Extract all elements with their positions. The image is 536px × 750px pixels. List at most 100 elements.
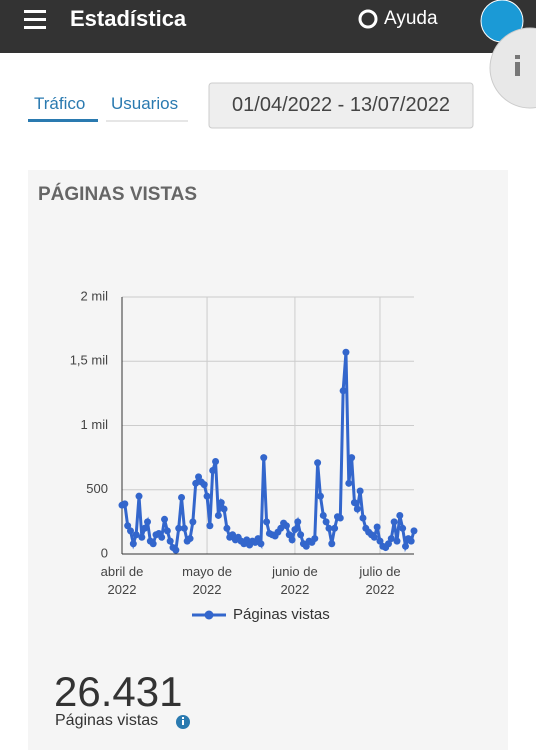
y-tick-label: 500 — [86, 481, 108, 496]
date-box[interactable] — [208, 82, 474, 129]
app-title: Estadística — [70, 6, 187, 31]
point — [291, 526, 299, 534]
point — [158, 533, 166, 541]
x-tick-label: julio de 2022 — [359, 564, 401, 597]
x-tick-label: mayo de 2022 — [182, 564, 232, 597]
point — [331, 524, 339, 532]
point — [132, 531, 140, 539]
point — [401, 542, 409, 550]
card-title: PÁGINAS VISTAS — [38, 184, 198, 205]
point — [223, 524, 231, 532]
point — [172, 546, 180, 554]
point — [410, 527, 418, 535]
point — [186, 535, 194, 543]
point — [127, 527, 135, 535]
point — [348, 454, 356, 462]
point — [178, 493, 186, 501]
app-bar — [0, 0, 536, 53]
point — [407, 537, 415, 545]
point — [163, 527, 171, 535]
point — [328, 540, 336, 548]
point — [277, 524, 285, 532]
point — [229, 531, 237, 539]
point — [200, 481, 208, 489]
point — [390, 518, 398, 526]
info-glyph-dot — [515, 55, 520, 59]
point — [212, 457, 220, 465]
point — [376, 537, 384, 545]
point — [203, 492, 211, 500]
point — [316, 492, 324, 500]
help-link[interactable]: Ayuda — [384, 8, 438, 29]
point — [217, 499, 225, 507]
y-tick-label: 1,5 mil — [70, 353, 108, 368]
point — [342, 348, 350, 356]
x-tick-label: abril de 2022 — [100, 564, 144, 597]
x-tick-label: junio de 2022 — [272, 564, 318, 597]
point — [144, 518, 152, 526]
point — [370, 533, 378, 541]
point — [353, 505, 361, 513]
info-glyph — [515, 62, 520, 76]
tab-traffic[interactable]: Tráfico — [34, 94, 86, 113]
point — [319, 511, 327, 519]
tab-underline — [106, 120, 188, 122]
summary-label: Páginas vistas — [55, 712, 159, 729]
point — [260, 454, 268, 462]
tab-underline-active — [28, 119, 98, 122]
point — [356, 487, 364, 495]
date-range[interactable]: 01/04/2022 - 13/07/2022 — [232, 94, 450, 116]
legend-label: Páginas vistas — [233, 606, 330, 623]
tab-users[interactable]: Usuarios — [111, 94, 179, 113]
help-icon[interactable] — [358, 9, 378, 29]
point — [263, 518, 271, 526]
point — [302, 542, 310, 550]
point — [141, 524, 149, 532]
point — [336, 514, 344, 522]
point — [149, 540, 157, 548]
point — [294, 518, 302, 526]
point — [285, 531, 293, 539]
point — [314, 459, 322, 467]
point — [399, 524, 407, 532]
y-tick-label: 1 mil — [81, 417, 109, 432]
point — [220, 505, 228, 513]
point — [121, 500, 129, 508]
point — [138, 533, 146, 541]
point — [297, 531, 305, 539]
y-tick-label: 0 — [101, 545, 108, 560]
point — [129, 540, 137, 548]
point — [124, 522, 132, 530]
point — [206, 522, 214, 530]
point — [161, 515, 169, 523]
summary-value: 26.431 — [54, 668, 183, 715]
info-tab[interactable] — [489, 27, 536, 109]
point — [373, 523, 381, 531]
point — [359, 514, 367, 522]
point — [192, 479, 200, 487]
point — [282, 522, 290, 530]
menu-icon[interactable] — [24, 10, 46, 29]
point — [209, 466, 217, 474]
point — [243, 536, 251, 544]
point — [322, 518, 330, 526]
point — [135, 492, 143, 500]
point — [254, 535, 262, 543]
point — [175, 524, 183, 532]
point — [339, 387, 347, 395]
y-tick-label: 2 mil — [81, 288, 109, 303]
point — [195, 473, 203, 481]
point — [311, 535, 319, 543]
point — [396, 511, 404, 519]
legend-symbol — [204, 610, 214, 620]
point — [384, 540, 392, 548]
point — [387, 535, 395, 543]
point — [350, 499, 358, 507]
point — [393, 537, 401, 545]
card — [28, 170, 508, 750]
point — [345, 479, 353, 487]
point — [166, 537, 174, 545]
point — [288, 536, 296, 544]
